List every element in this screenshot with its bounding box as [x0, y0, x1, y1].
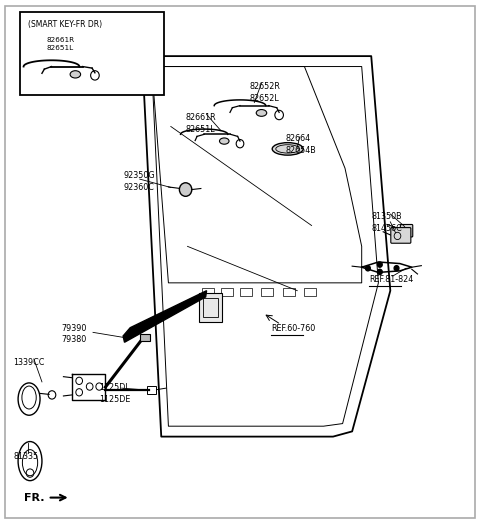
Bar [21, 12, 164, 95]
Text: 1339CC: 1339CC [13, 358, 45, 367]
Ellipse shape [256, 110, 267, 116]
Ellipse shape [219, 138, 229, 144]
Text: REF.81-824: REF.81-824 [369, 275, 413, 284]
Circle shape [377, 269, 382, 275]
Bar [240, 288, 252, 296]
Text: FR.: FR. [24, 493, 45, 503]
Bar [304, 288, 316, 296]
Polygon shape [123, 291, 206, 342]
Circle shape [394, 266, 399, 271]
Text: 81335: 81335 [13, 452, 38, 461]
Text: 81350B
81456C: 81350B 81456C [371, 213, 402, 233]
Text: (SMART KEY-FR DR): (SMART KEY-FR DR) [28, 19, 102, 29]
Text: 82661R
82651L: 82661R 82651L [47, 37, 75, 51]
FancyBboxPatch shape [391, 227, 411, 243]
Text: 79390
79380: 79390 79380 [61, 323, 86, 344]
FancyBboxPatch shape [400, 224, 413, 237]
Circle shape [180, 183, 192, 196]
Ellipse shape [272, 143, 303, 155]
Bar [283, 288, 295, 296]
Circle shape [365, 266, 370, 271]
Bar [199, 293, 222, 322]
Bar [140, 334, 150, 341]
Bar [147, 386, 156, 394]
Text: 1125DL
1125DE: 1125DL 1125DE [99, 383, 131, 403]
Text: 82664
82654B: 82664 82654B [285, 134, 316, 155]
Bar [203, 299, 218, 316]
Bar [262, 288, 274, 296]
Text: 82661R
82651L: 82661R 82651L [185, 114, 216, 134]
Text: REF.60-760: REF.60-760 [271, 323, 315, 333]
Bar [221, 288, 233, 296]
Bar [202, 288, 214, 296]
Circle shape [377, 262, 382, 267]
Ellipse shape [70, 71, 81, 78]
Text: 82652R
82652L: 82652R 82652L [250, 82, 280, 103]
Text: 92350G
92360C: 92350G 92360C [123, 171, 155, 192]
